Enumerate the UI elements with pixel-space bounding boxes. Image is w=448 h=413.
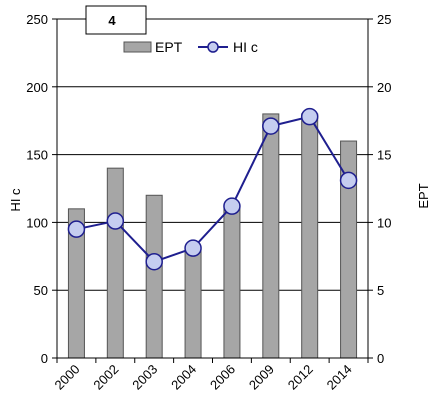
bar-ept-2004 bbox=[184, 249, 202, 359]
left-tick-label: 50 bbox=[34, 283, 48, 298]
x-tick-label: 2000 bbox=[52, 362, 83, 393]
left-tick-label: 150 bbox=[26, 148, 48, 163]
point-hic-2002 bbox=[106, 212, 125, 230]
right-axis-ticks: 0 5 10 15 20 25 bbox=[368, 12, 391, 366]
axes bbox=[56, 19, 369, 363]
x-tick-label: 2004 bbox=[168, 362, 199, 393]
x-axis-ticks: 2000 2002 2003 2004 2006 2009 2012 2014 bbox=[52, 362, 355, 393]
legend-hic-label: HI c bbox=[233, 39, 258, 55]
legend-ept-swatch bbox=[123, 41, 152, 53]
right-tick-label: 0 bbox=[377, 351, 384, 366]
bar-ept-2009 bbox=[262, 113, 280, 359]
bar-ept-2003 bbox=[145, 194, 163, 359]
right-tick-label: 20 bbox=[377, 80, 391, 95]
left-tick-label: 0 bbox=[41, 351, 48, 366]
hic-line-series bbox=[67, 107, 358, 271]
x-tick-label: 2009 bbox=[246, 362, 277, 393]
panel-label: 4 bbox=[108, 13, 116, 28]
point-hic-2009 bbox=[262, 117, 280, 135]
legend-hic-marker bbox=[207, 41, 219, 53]
bar-ept-2012 bbox=[301, 113, 319, 359]
point-hic-2004 bbox=[184, 239, 202, 257]
left-tick-label: 100 bbox=[26, 215, 48, 230]
left-tick-label: 200 bbox=[26, 80, 48, 95]
right-axis-title: EPT bbox=[416, 183, 431, 208]
point-hic-2012 bbox=[300, 107, 319, 126]
right-tick-label: 10 bbox=[377, 215, 391, 230]
x-tick-label: 2014 bbox=[324, 362, 355, 393]
x-tick-label: 2012 bbox=[285, 362, 316, 393]
right-tick-label: 25 bbox=[377, 12, 391, 27]
bar-ept-2002 bbox=[106, 167, 124, 359]
right-tick-label: 5 bbox=[377, 283, 384, 298]
point-hic-2000 bbox=[67, 220, 86, 238]
left-axis-title: HI c bbox=[8, 188, 23, 212]
left-tick-label: 250 bbox=[26, 12, 48, 27]
x-tick-label: 2006 bbox=[207, 362, 238, 393]
left-axis-ticks: 0 50 100 150 200 250 bbox=[26, 12, 57, 366]
panel-label-box: 4 bbox=[85, 5, 147, 35]
legend: EPT HI c bbox=[123, 39, 258, 55]
x-tick-label: 2003 bbox=[129, 362, 160, 393]
ept-bars bbox=[67, 113, 358, 359]
point-hic-2003 bbox=[145, 252, 163, 271]
bar-ept-2006 bbox=[223, 208, 241, 359]
legend-ept-label: EPT bbox=[155, 39, 183, 55]
x-tick-label: 2002 bbox=[90, 362, 121, 393]
gridlines bbox=[57, 18, 368, 291]
point-hic-2006 bbox=[223, 197, 241, 215]
point-hic-2014 bbox=[339, 171, 358, 190]
right-tick-label: 15 bbox=[377, 148, 391, 163]
